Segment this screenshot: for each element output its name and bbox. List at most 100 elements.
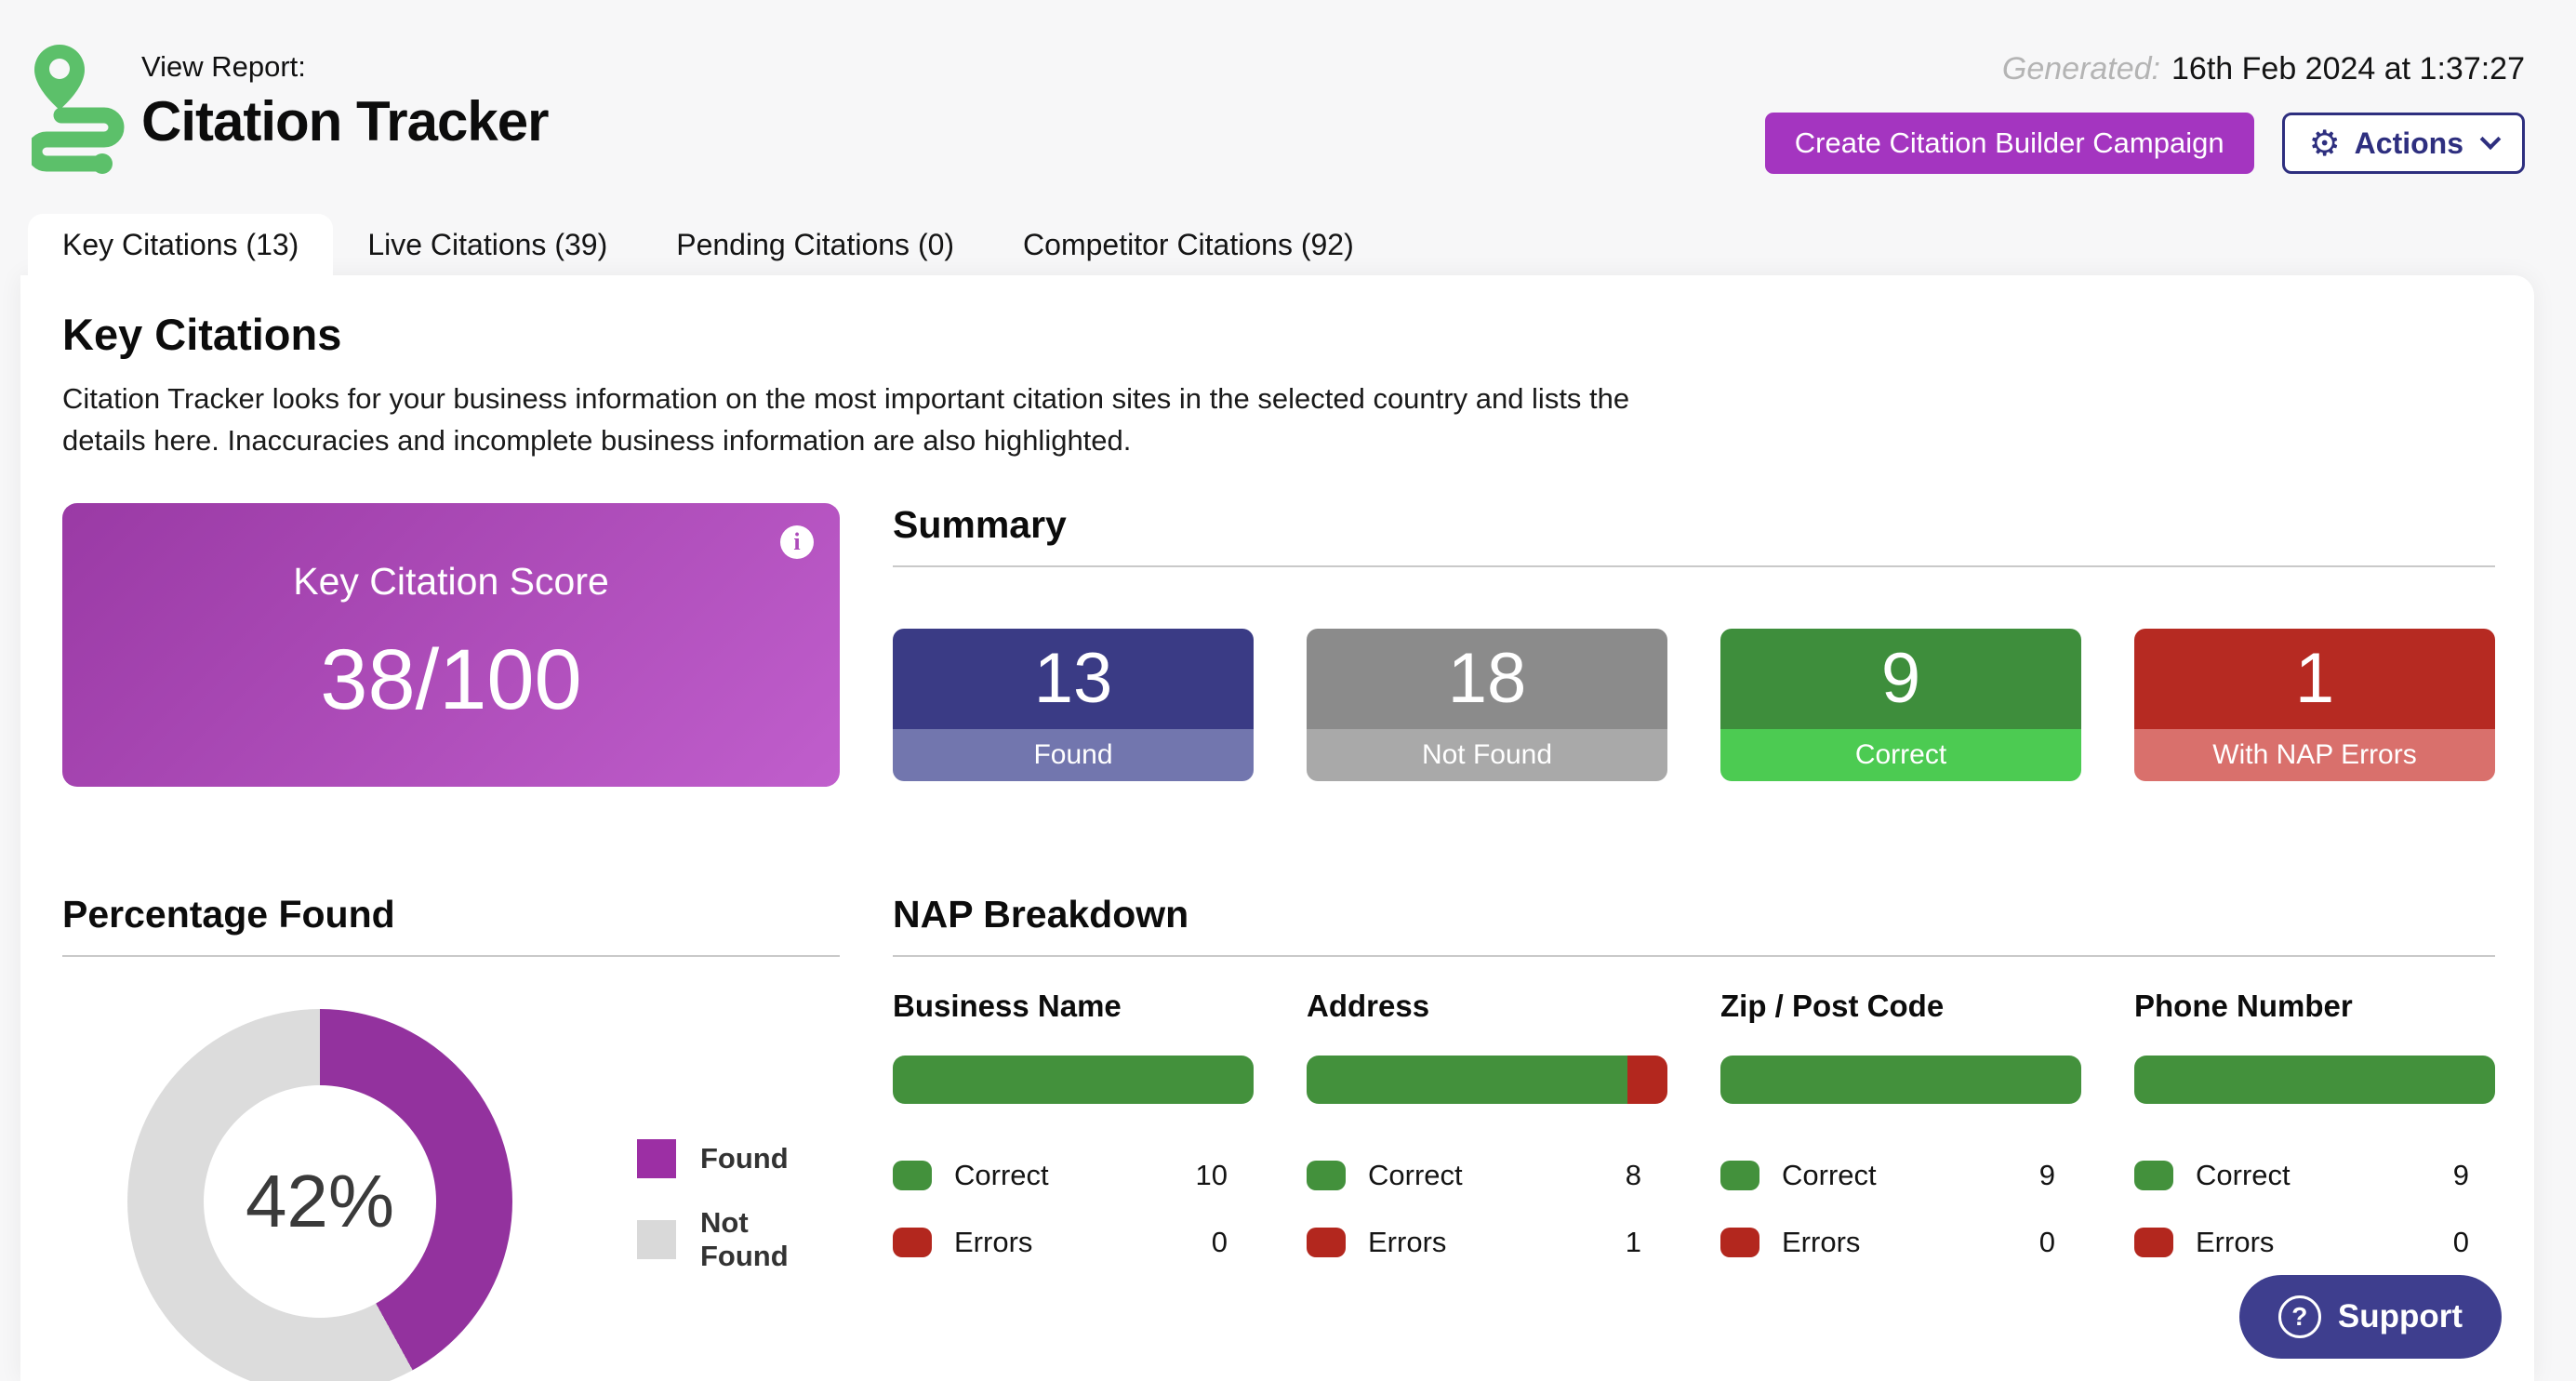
nap-address-correct-row: Correct 8 [1307, 1156, 1667, 1195]
donut-legend: Found Not Found [637, 1138, 840, 1273]
errors-swatch-icon [1720, 1227, 1759, 1257]
actions-button-label: Actions [2354, 126, 2463, 160]
nap-business-name-title: Business Name [893, 988, 1122, 1023]
nap-zip-title: Zip / Post Code [1720, 988, 1945, 1023]
nap-address-bar [1307, 1055, 1667, 1104]
correct-label: Correct [1782, 1158, 1877, 1191]
correct-count: 8 [1625, 1158, 1641, 1191]
nap-zip-errors-row: Errors 0 [1720, 1223, 2081, 1262]
percentage-found-section: Percentage Found 42% Found Not Found [62, 893, 840, 1381]
section-heading-key-citations: Key Citations [62, 310, 342, 359]
stat-not-found-label: Not Found [1307, 728, 1667, 781]
question-mark-icon: ? [2277, 1295, 2321, 1338]
score-card-title: Key Citation Score [293, 560, 609, 604]
summary-stats-row: 13 Found 18 Not Found 9 Correct 1 With N… [893, 628, 2495, 781]
correct-swatch-icon [1720, 1160, 1759, 1190]
correct-label: Correct [1368, 1158, 1463, 1191]
citation-tracker-logo-icon [26, 43, 125, 187]
correct-swatch-icon [1307, 1160, 1346, 1190]
info-icon[interactable]: i [780, 525, 814, 559]
legend-not-found-label: Not Found [700, 1205, 789, 1272]
report-tabs: Key Citations (13) Live Citations (39) P… [0, 214, 2576, 275]
nap-column-address: Address Correct 8 Errors 1 [1307, 989, 1667, 1262]
nap-zip-correct-row: Correct 9 [1720, 1156, 2081, 1195]
score-card-value: 38/100 [320, 632, 582, 728]
stat-found-value: 13 [893, 628, 1254, 729]
nap-column-phone-number: Phone Number Correct 9 Errors 0 [2134, 989, 2495, 1262]
correct-swatch-icon [893, 1160, 932, 1190]
stat-not-found-value: 18 [1307, 628, 1667, 729]
key-citations-description: Citation Tracker looks for your business… [62, 382, 1630, 457]
generated-label: Generated: [2001, 51, 2161, 86]
percentage-found-divider [62, 954, 840, 957]
header: View Report: Citation Tracker Generated:… [0, 0, 2576, 214]
stat-box-correct: 9 Correct [1720, 628, 2081, 781]
errors-count: 1 [1625, 1225, 1641, 1258]
errors-label: Errors [1782, 1225, 1861, 1258]
nap-phone-title: Phone Number [2134, 988, 2353, 1023]
key-citations-panel: Key Citations Citation Tracker looks for… [20, 275, 2534, 1381]
nap-address-title: Address [1307, 988, 1430, 1023]
nap-phone-bar [2134, 1055, 2495, 1104]
legend-item-not-found: Not Found [637, 1206, 840, 1273]
percentage-found-value: 42% [245, 1159, 395, 1242]
summary-heading: Summary [893, 502, 1067, 546]
errors-swatch-icon [1307, 1227, 1346, 1257]
legend-item-found: Found [637, 1138, 840, 1178]
page-title: Citation Tracker [141, 90, 549, 153]
generated-timestamp: Generated: 16th Feb 2024 at 1:37:27 [2002, 51, 2525, 87]
errors-count: 0 [1211, 1225, 1228, 1258]
correct-count: 9 [2452, 1158, 2469, 1191]
legend-found-swatch [637, 1138, 676, 1178]
nap-business-name-bar [893, 1055, 1254, 1104]
legend-not-found-swatch [637, 1219, 676, 1259]
chevron-down-icon [2479, 128, 2502, 151]
nap-phone-errors-row: Errors 0 [2134, 1223, 2495, 1262]
nap-column-business-name: Business Name Correct 10 Errors 0 [893, 989, 1254, 1262]
errors-swatch-icon [2134, 1227, 2173, 1257]
errors-label: Errors [1368, 1225, 1447, 1258]
view-report-label: View Report: [141, 50, 306, 83]
create-citation-builder-campaign-button[interactable]: Create Citation Builder Campaign [1764, 113, 2254, 174]
stat-found-label: Found [893, 728, 1254, 781]
stat-box-found: 13 Found [893, 628, 1254, 781]
tab-live-citations[interactable]: Live Citations (39) [367, 227, 608, 261]
stat-box-nap-errors: 1 With NAP Errors [2134, 628, 2495, 781]
percentage-found-donut: 42% [127, 1008, 512, 1381]
errors-count: 0 [2452, 1225, 2469, 1258]
generated-value: 16th Feb 2024 at 1:37:27 [2171, 51, 2525, 86]
summary-section: Summary 13 Found 18 Not Found 9 Correct … [893, 503, 2495, 787]
errors-label: Errors [954, 1225, 1033, 1258]
nap-phone-correct-row: Correct 9 [2134, 1156, 2495, 1195]
correct-swatch-icon [2134, 1160, 2173, 1190]
tab-competitor-citations[interactable]: Competitor Citations (92) [1023, 227, 1354, 261]
errors-label: Errors [2196, 1225, 2275, 1258]
nap-zip-bar [1720, 1055, 2081, 1104]
stat-nap-errors-value: 1 [2134, 628, 2495, 729]
gear-icon: ⚙ [2308, 123, 2341, 164]
nap-breakdown-section: NAP Breakdown Business Name Correct 10 E… [893, 893, 2495, 1381]
correct-label: Correct [2196, 1158, 2291, 1191]
summary-divider [893, 564, 2495, 567]
nap-business-name-errors-row: Errors 0 [893, 1223, 1254, 1262]
correct-label: Correct [954, 1158, 1049, 1191]
nap-columns: Business Name Correct 10 Errors 0 Addres… [893, 989, 2495, 1262]
support-button-label: Support [2337, 1298, 2463, 1335]
support-button[interactable]: ? Support [2238, 1275, 2502, 1359]
correct-count: 9 [2038, 1158, 2055, 1191]
errors-count: 0 [2038, 1225, 2055, 1258]
tab-key-citations[interactable]: Key Citations (13) [28, 214, 334, 275]
stat-correct-label: Correct [1720, 728, 2081, 781]
tab-pending-citations[interactable]: Pending Citations (0) [676, 227, 955, 261]
legend-found-label: Found [700, 1141, 789, 1175]
stat-correct-value: 9 [1720, 628, 2081, 729]
nap-column-zip-post-code: Zip / Post Code Correct 9 Errors 0 [1720, 989, 2081, 1262]
nap-breakdown-heading: NAP Breakdown [893, 892, 1189, 936]
correct-count: 10 [1195, 1158, 1228, 1191]
errors-swatch-icon [893, 1227, 932, 1257]
nap-address-errors-row: Errors 1 [1307, 1223, 1667, 1262]
actions-button[interactable]: ⚙ Actions [2281, 113, 2525, 174]
nap-business-name-correct-row: Correct 10 [893, 1156, 1254, 1195]
nap-breakdown-divider [893, 954, 2495, 957]
stat-box-not-found: 18 Not Found [1307, 628, 1667, 781]
